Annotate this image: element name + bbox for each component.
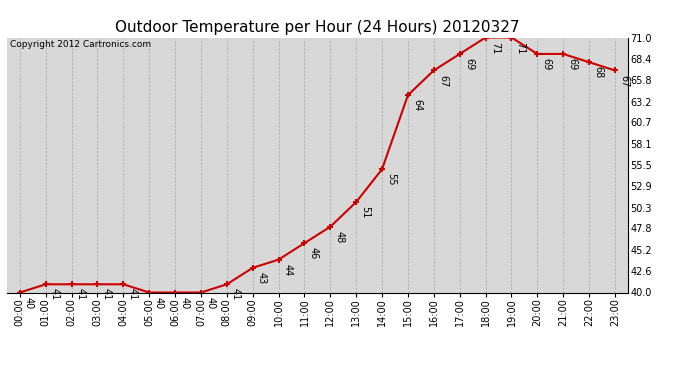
Text: 55: 55: [386, 173, 396, 186]
Text: 69: 69: [567, 58, 578, 70]
Text: 41: 41: [128, 288, 137, 301]
Text: 48: 48: [335, 231, 344, 243]
Text: 40: 40: [205, 297, 215, 309]
Text: 41: 41: [50, 288, 60, 301]
Text: 51: 51: [360, 206, 371, 219]
Title: Outdoor Temperature per Hour (24 Hours) 20120327: Outdoor Temperature per Hour (24 Hours) …: [115, 20, 520, 35]
Text: 69: 69: [464, 58, 474, 70]
Text: 67: 67: [438, 75, 448, 87]
Text: 46: 46: [308, 247, 319, 259]
Text: 41: 41: [101, 288, 112, 301]
Text: 41: 41: [231, 288, 241, 301]
Text: 64: 64: [412, 99, 422, 111]
Text: 41: 41: [76, 288, 86, 301]
Text: 40: 40: [24, 297, 34, 309]
Text: 69: 69: [542, 58, 551, 70]
Text: 44: 44: [283, 264, 293, 276]
Text: Copyright 2012 Cartronics.com: Copyright 2012 Cartronics.com: [10, 40, 151, 49]
Text: 43: 43: [257, 272, 267, 284]
Text: 40: 40: [179, 297, 189, 309]
Text: 71: 71: [515, 42, 526, 54]
Text: 67: 67: [619, 75, 629, 87]
Text: 71: 71: [490, 42, 500, 54]
Text: 68: 68: [593, 66, 603, 79]
Text: 40: 40: [153, 297, 164, 309]
